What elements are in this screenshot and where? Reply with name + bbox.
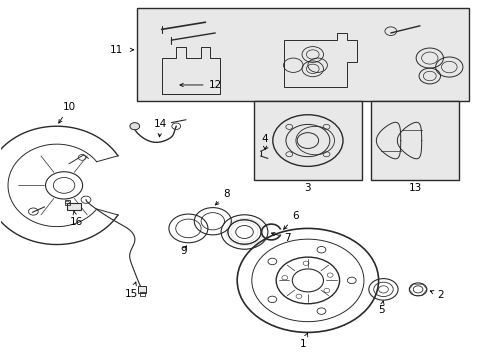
Text: 12: 12 xyxy=(180,80,222,90)
Text: 9: 9 xyxy=(180,246,186,256)
Text: 16: 16 xyxy=(69,211,83,227)
Bar xyxy=(370,101,458,180)
Text: 14: 14 xyxy=(154,119,167,137)
Bar xyxy=(67,203,81,211)
Text: 1: 1 xyxy=(299,333,307,349)
Text: 2: 2 xyxy=(429,291,443,300)
Circle shape xyxy=(130,123,140,130)
Text: 15: 15 xyxy=(124,282,138,298)
Text: 7: 7 xyxy=(271,233,290,243)
Text: 10: 10 xyxy=(59,102,75,123)
Text: 6: 6 xyxy=(283,211,298,229)
Text: 11: 11 xyxy=(109,45,122,55)
Bar xyxy=(140,292,144,296)
Bar xyxy=(65,200,70,205)
Bar xyxy=(254,101,361,180)
Bar xyxy=(138,286,146,293)
Text: 8: 8 xyxy=(215,189,229,205)
Text: 4: 4 xyxy=(261,134,268,144)
Text: 3: 3 xyxy=(304,183,310,193)
Text: 5: 5 xyxy=(377,301,384,315)
Text: 13: 13 xyxy=(407,183,421,193)
Bar xyxy=(137,8,468,101)
